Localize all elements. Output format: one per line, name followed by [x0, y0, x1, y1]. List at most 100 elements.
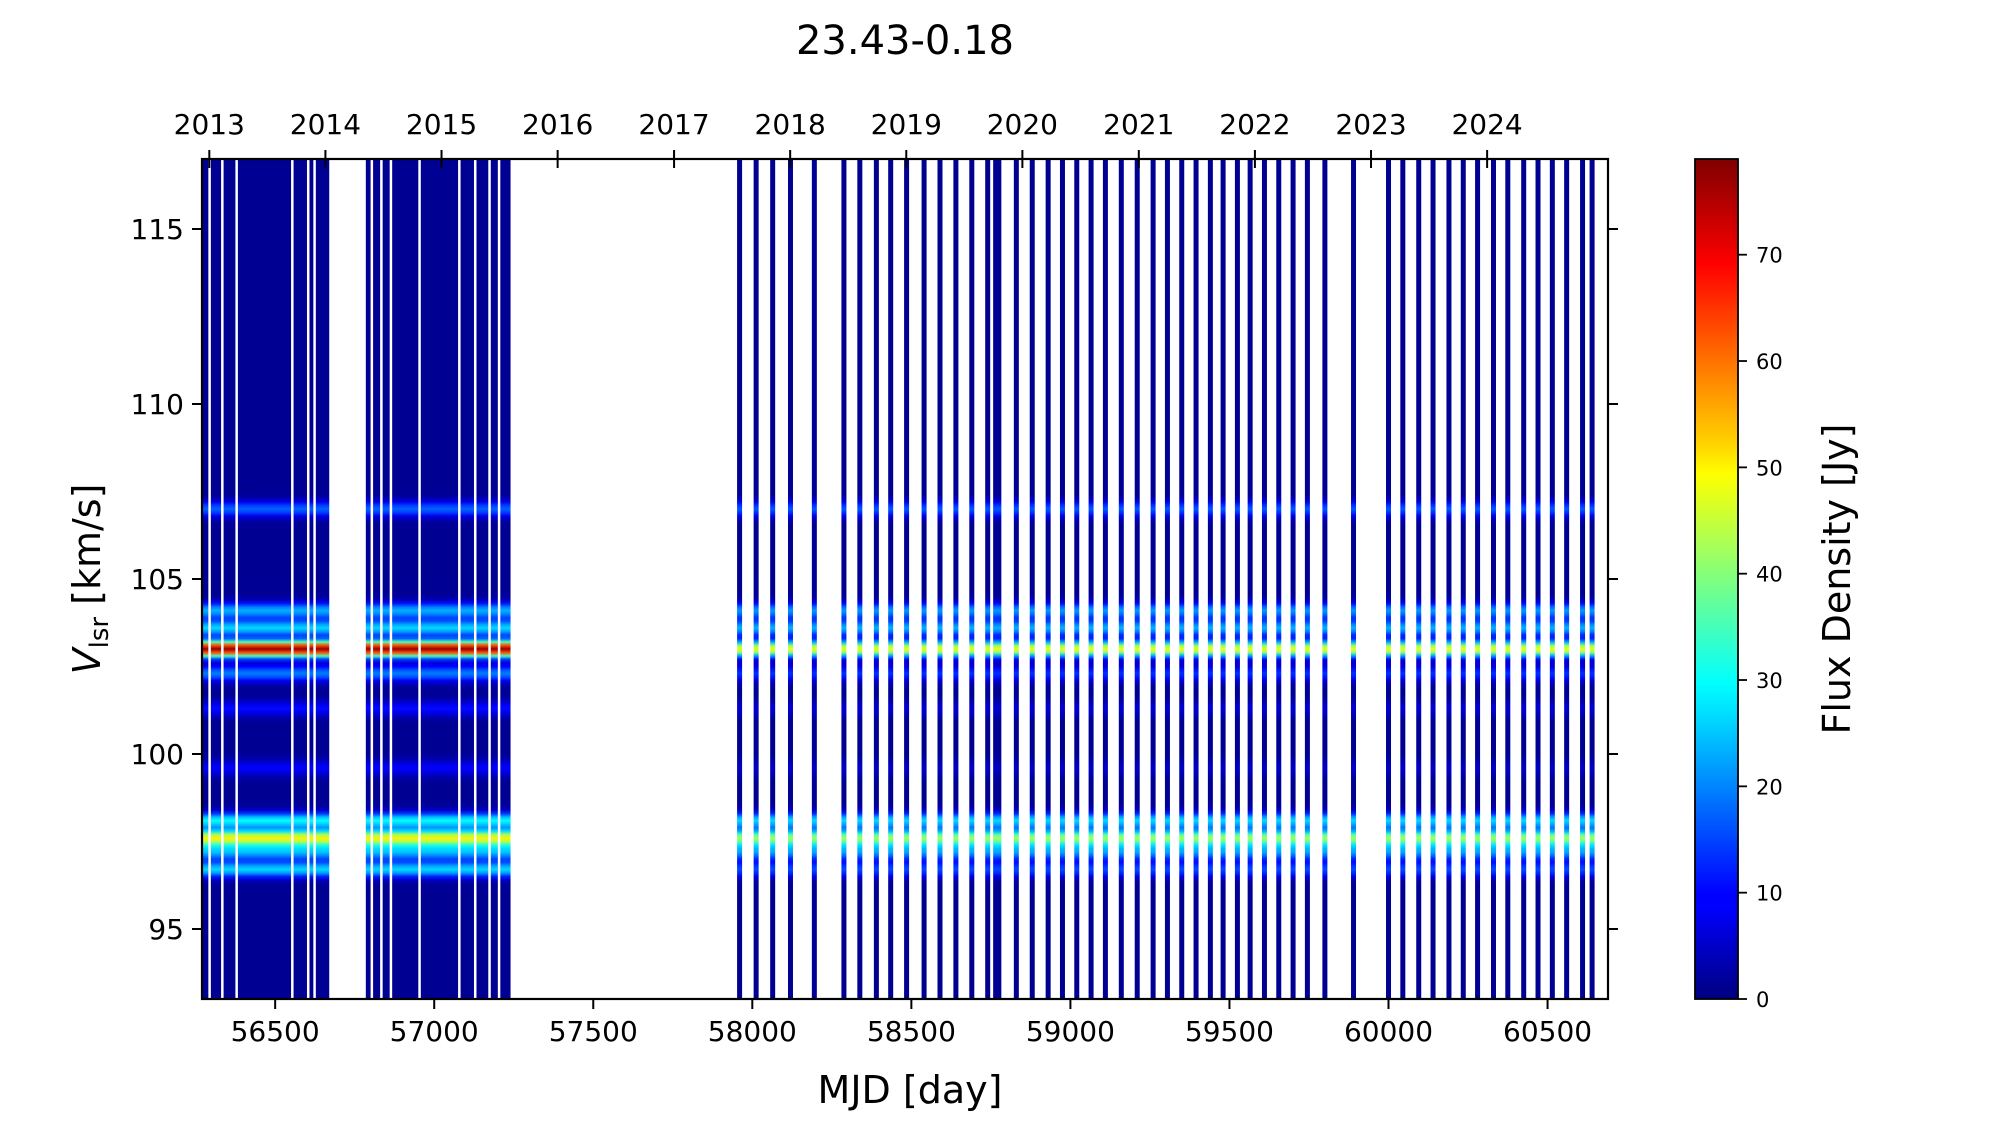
y-axis: 95 100 105 110 115 — [131, 213, 1618, 946]
top-tick-label: 2015 — [406, 108, 477, 141]
observation-stripe — [1045, 159, 1051, 999]
top-tick-label: 2017 — [638, 108, 709, 141]
observation-stripe — [1088, 159, 1094, 999]
colorbar-tick-label: 20 — [1756, 775, 1783, 799]
colorbar-tick-label: 0 — [1756, 988, 1769, 1012]
observing-gap — [313, 159, 316, 999]
observation-stripe — [1589, 159, 1595, 999]
observing-gap — [488, 159, 491, 999]
observation-stripe — [1322, 159, 1328, 999]
observation-stripe — [937, 159, 943, 999]
colorbar-gradient — [1694, 158, 1739, 1000]
observation-stripe — [1460, 159, 1466, 999]
observing-gap — [458, 159, 461, 999]
observing-gap — [389, 159, 393, 999]
colorbar-tick-label: 60 — [1756, 350, 1783, 374]
observation-stripe — [753, 159, 759, 999]
observation-stripe — [1290, 159, 1296, 999]
top-tick-label: 2022 — [1219, 108, 1290, 141]
x-tick-label: 59000 — [1026, 1015, 1115, 1048]
heatmap-area — [202, 159, 1595, 999]
observing-gap — [473, 159, 477, 999]
x-tick-label: 58500 — [867, 1015, 956, 1048]
top-tick-label: 2016 — [522, 108, 593, 141]
top-tick-label: 2014 — [290, 108, 361, 141]
observation-stripe — [1074, 159, 1080, 999]
x-tick-label: 60500 — [1503, 1015, 1592, 1048]
observation-stripe — [953, 159, 959, 999]
x-axis-top-years: 2013 2014 2015 2016 2017 2018 2019 2020 2021 2022… — [174, 108, 1523, 168]
observation-stripe — [1029, 159, 1035, 999]
observation-stripe — [1564, 159, 1570, 999]
observing-gap — [380, 159, 383, 999]
observation-stripe — [787, 159, 793, 999]
observation-stripe — [1446, 159, 1452, 999]
top-tick-label: 2013 — [174, 108, 245, 141]
observation-stripe — [1164, 159, 1170, 999]
top-tick-label: 2021 — [1103, 108, 1174, 141]
x-tick-label: 58000 — [708, 1015, 797, 1048]
observation-stripe — [1207, 159, 1213, 999]
x-tick-label: 57500 — [549, 1015, 638, 1048]
top-tick-label: 2019 — [871, 108, 942, 141]
observation-stripe — [1351, 159, 1357, 999]
observation-stripe — [1234, 159, 1240, 999]
chart-title: 23.43-0.18 — [796, 18, 1014, 64]
observing-gap — [497, 159, 501, 999]
observation-stripe — [857, 159, 863, 999]
top-tick-label: 2018 — [755, 108, 826, 141]
observation-stripe — [888, 159, 894, 999]
x-axis-label: MJD [day] — [818, 1068, 1003, 1112]
observing-gap — [306, 159, 310, 999]
observation-stripe — [1179, 159, 1185, 999]
colorbar: Flux Density [Jy] 0 10 20 30 40 50 60 70 — [1694, 158, 1859, 1012]
x-tick-label: 57000 — [390, 1015, 479, 1048]
colorbar-tick-label: 70 — [1756, 244, 1783, 268]
observation-stripe — [1276, 159, 1282, 999]
observation-stripe — [1475, 159, 1481, 999]
y-axis-label-sub: lsr — [85, 617, 115, 649]
observation-stripe — [1134, 159, 1140, 999]
observation-stripe — [993, 159, 999, 999]
observation-stripe — [904, 159, 910, 999]
observation-stripe — [1247, 159, 1253, 999]
x-tick-label: 60000 — [1344, 1015, 1433, 1048]
observation-stripe — [1580, 159, 1586, 999]
observation-stripe — [969, 159, 975, 999]
x-axis-bottom: 56500 57000 57500 58000 58500 59000 59500 60000… — [231, 999, 1592, 1048]
observation-stripe — [1013, 159, 1019, 999]
observation-stripe — [1193, 159, 1199, 999]
observing-gap — [221, 159, 224, 999]
colorbar-tick-label: 10 — [1756, 882, 1783, 906]
y-tick-label: 115 — [131, 213, 184, 246]
observation-stripe — [770, 159, 776, 999]
colorbar-tick-label: 40 — [1756, 563, 1783, 587]
y-tick-label: 105 — [131, 563, 184, 596]
observation-stripe — [1261, 159, 1267, 999]
colorbar-tick-label: 50 — [1756, 456, 1783, 480]
observing-gap — [208, 159, 211, 999]
observing-gap — [418, 159, 421, 999]
observation-stripe — [921, 159, 927, 999]
y-tick-label: 100 — [131, 738, 184, 771]
observation-stripe — [996, 159, 1002, 999]
observation-stripe — [1400, 159, 1406, 999]
y-axis-label-unit: [km/s] — [65, 484, 109, 617]
observation-stripe — [1304, 159, 1310, 999]
observation-stripe — [873, 159, 879, 999]
top-tick-label: 2023 — [1335, 108, 1406, 141]
x-tick-label: 59500 — [1185, 1015, 1274, 1048]
observation-stripe — [985, 159, 991, 999]
x-tick-label: 56500 — [231, 1015, 320, 1048]
observation-stripe — [1430, 159, 1436, 999]
observation-stripe — [1059, 159, 1065, 999]
observation-stripe — [1549, 159, 1555, 999]
top-tick-label: 2020 — [987, 108, 1058, 141]
observation-stripe — [1150, 159, 1156, 999]
top-tick-label: 2024 — [1451, 108, 1522, 141]
observation-stripe — [841, 159, 847, 999]
observation-stripe — [1490, 159, 1496, 999]
observing-gap — [235, 159, 238, 999]
colorbar-label: Flux Density [Jy] — [1815, 424, 1859, 735]
